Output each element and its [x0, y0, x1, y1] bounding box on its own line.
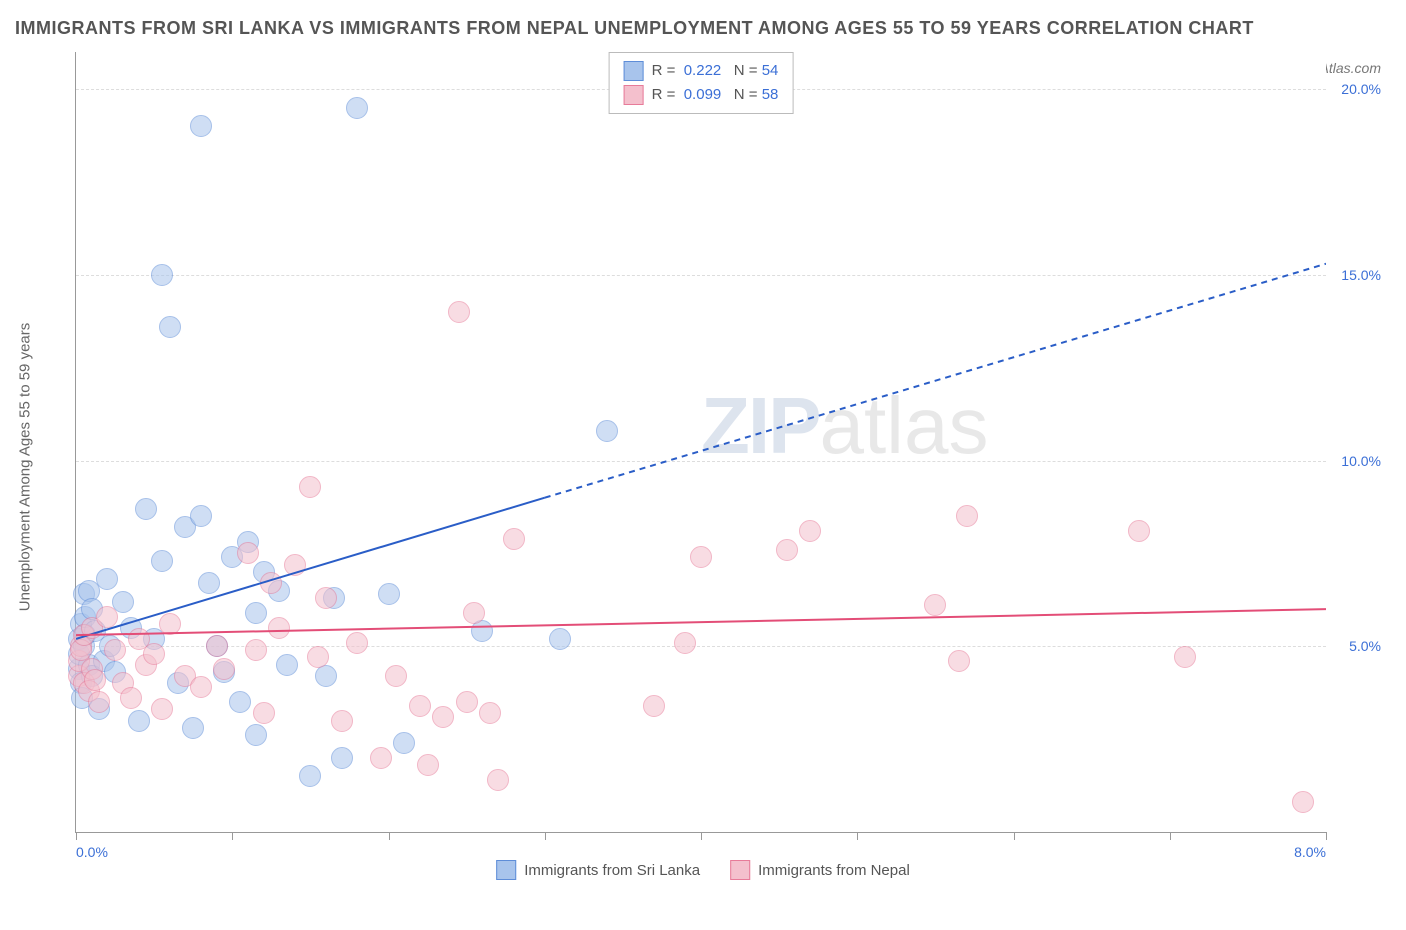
x-tick — [76, 832, 77, 840]
legend-swatch — [624, 85, 644, 105]
plot-area: ZIPatlas R = 0.222 N = 54R = 0.099 N = 5… — [75, 52, 1326, 833]
x-tick — [1014, 832, 1015, 840]
y-tick-label: 5.0% — [1349, 638, 1381, 654]
chart-title: IMMIGRANTS FROM SRI LANKA VS IMMIGRANTS … — [15, 15, 1391, 42]
x-tick — [1170, 832, 1171, 840]
legend-series-label: Immigrants from Sri Lanka — [524, 862, 700, 879]
x-tick — [232, 832, 233, 840]
legend-swatch — [624, 61, 644, 81]
legend-series-label: Immigrants from Nepal — [758, 862, 910, 879]
legend-series: Immigrants from Sri Lanka Immigrants from… — [496, 860, 910, 880]
x-tick — [545, 832, 546, 840]
trend-line — [76, 498, 545, 639]
x-tick-label: 0.0% — [76, 844, 108, 860]
legend-stat-text: R = 0.222 N = 54 — [652, 59, 779, 83]
trend-line — [76, 609, 1326, 635]
x-tick-label: 8.0% — [1294, 844, 1326, 860]
legend-stat-text: R = 0.099 N = 58 — [652, 83, 779, 107]
legend-swatch — [496, 860, 516, 880]
x-tick — [857, 832, 858, 840]
trend-line — [545, 264, 1326, 498]
trend-lines — [76, 52, 1326, 832]
y-tick-label: 15.0% — [1341, 267, 1381, 283]
legend-series-item: Immigrants from Nepal — [730, 860, 910, 880]
chart-container: Unemployment Among Ages 55 to 59 years Z… — [15, 52, 1391, 882]
legend-series-item: Immigrants from Sri Lanka — [496, 860, 700, 880]
y-axis-label: Unemployment Among Ages 55 to 59 years — [17, 323, 34, 612]
x-tick — [701, 832, 702, 840]
legend-stats: R = 0.222 N = 54R = 0.099 N = 58 — [609, 52, 794, 114]
legend-swatch — [730, 860, 750, 880]
y-tick-label: 20.0% — [1341, 81, 1381, 97]
x-tick — [1326, 832, 1327, 840]
y-tick-label: 10.0% — [1341, 453, 1381, 469]
x-tick — [389, 832, 390, 840]
legend-stat-row: R = 0.099 N = 58 — [624, 83, 779, 107]
legend-stat-row: R = 0.222 N = 54 — [624, 59, 779, 83]
